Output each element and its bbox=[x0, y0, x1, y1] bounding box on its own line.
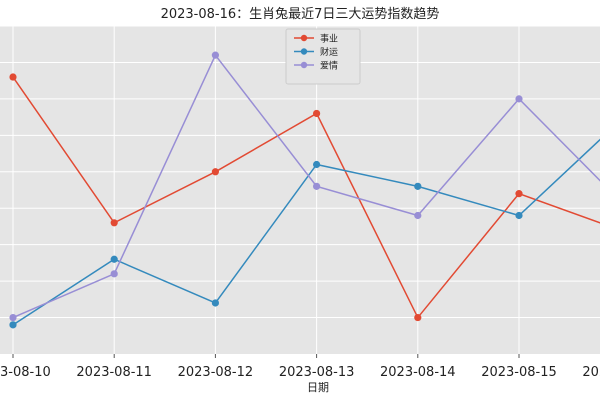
series-1 bbox=[9, 138, 600, 329]
legend-swatch-marker bbox=[300, 48, 308, 55]
x-tick-label: 2023-08-14 bbox=[380, 365, 456, 380]
legend-entry-label: 事业 bbox=[320, 33, 338, 45]
data-point bbox=[515, 211, 523, 220]
series-2 bbox=[9, 51, 600, 322]
data-point bbox=[110, 270, 118, 278]
x-axis-label: 日期 bbox=[307, 381, 329, 394]
legend-box bbox=[285, 28, 361, 85]
data-point bbox=[211, 299, 219, 307]
data-point bbox=[313, 160, 321, 169]
x-tick-label: 2023-08-12 bbox=[178, 365, 254, 380]
series-0 bbox=[9, 73, 600, 322]
legend-swatch-marker bbox=[300, 61, 308, 69]
x-tick-label: 2023-08-11 bbox=[76, 365, 152, 380]
data-point bbox=[110, 219, 118, 227]
data-point bbox=[515, 95, 523, 103]
chart-title: 2023-08-16：生肖兔最近7日三大运势指数趋势 bbox=[161, 6, 440, 22]
data-point bbox=[211, 168, 219, 176]
data-point bbox=[110, 255, 118, 263]
data-point bbox=[313, 182, 321, 190]
x-axis-ticks: 2023-08-10 2023-08-11 2023-08-12 2023-08-13… bbox=[0, 354, 600, 380]
legend-entry-label: 爱情 bbox=[320, 60, 338, 72]
x-tick-label: 2023-08-10 bbox=[0, 365, 51, 380]
data-point bbox=[414, 313, 422, 322]
x-tick-label: 2023-08-15 bbox=[481, 365, 557, 380]
x-tick-label: 2023-08-16 bbox=[582, 365, 600, 380]
data-point bbox=[9, 321, 17, 329]
data-point bbox=[211, 51, 219, 59]
data-point bbox=[9, 313, 17, 322]
legend-entry-label: 财运 bbox=[320, 46, 338, 58]
data-point bbox=[414, 182, 422, 190]
data-point bbox=[313, 109, 321, 118]
data-point bbox=[515, 190, 523, 198]
legend-swatch-marker bbox=[300, 34, 308, 42]
data-point bbox=[414, 211, 422, 220]
x-tick-label: 2023-08-13 bbox=[279, 365, 355, 380]
series-layer bbox=[9, 51, 600, 329]
data-point bbox=[9, 73, 17, 81]
